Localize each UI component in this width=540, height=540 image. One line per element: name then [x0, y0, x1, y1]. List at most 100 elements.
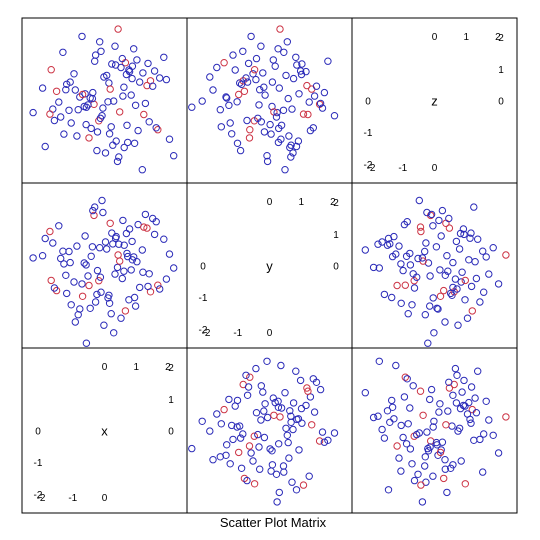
point-x-z-7	[105, 79, 113, 87]
point-x-y-95	[82, 261, 90, 269]
point-x-z-66	[91, 57, 99, 65]
point-y-x-31	[226, 460, 234, 468]
point-y-x-2	[298, 419, 306, 427]
point-y-z-46	[242, 74, 250, 82]
point-z-x-76	[403, 375, 411, 383]
point-x-z-1	[65, 106, 73, 115]
point-x-z-79	[66, 78, 74, 86]
point-y-z-81	[293, 61, 301, 69]
point-y-z-95	[266, 120, 274, 129]
point-z-x-69	[429, 423, 437, 431]
tick-top-x-4: 2	[165, 362, 171, 373]
point-y-x-55	[277, 404, 286, 412]
point-y-x-73	[206, 427, 214, 435]
point-z-x-12	[471, 394, 479, 402]
point-z-x-36	[418, 498, 427, 506]
point-y-z-85	[276, 25, 284, 33]
point-y-z-68	[275, 84, 283, 92]
point-y-z-62	[237, 80, 246, 89]
point-x-z-43	[130, 139, 139, 148]
point-y-z-14	[305, 98, 313, 106]
point-y-z-91	[304, 110, 312, 119]
point-x-y-40	[150, 230, 159, 239]
point-x-z-16	[165, 135, 174, 143]
point-z-x-34	[438, 438, 447, 446]
point-x-y-24	[107, 310, 115, 318]
point-z-x-16	[392, 361, 400, 370]
point-y-z-75	[252, 54, 261, 63]
point-z-y-15	[461, 296, 469, 304]
point-y-x-23	[247, 449, 255, 457]
point-z-x-91	[416, 387, 425, 395]
point-x-z-92	[62, 86, 70, 94]
point-z-x-84	[410, 476, 419, 485]
point-x-y-13	[95, 277, 103, 285]
point-z-y-58	[451, 275, 460, 283]
point-z-y-35	[449, 283, 457, 292]
point-z-x-21	[397, 467, 405, 475]
point-z-x-96	[467, 383, 476, 391]
point-y-z-35	[243, 78, 252, 86]
point-z-y-73	[454, 321, 462, 329]
point-z-x-87	[456, 404, 465, 413]
point-z-y-64	[434, 305, 442, 313]
point-z-y-18	[485, 270, 493, 278]
point-z-y-24	[404, 310, 412, 318]
point-z-x-80	[426, 395, 434, 404]
point-x-y-47	[87, 252, 95, 260]
point-y-z-49	[299, 110, 308, 118]
point-x-y-30	[103, 245, 111, 253]
point-z-x-24	[404, 420, 412, 428]
point-y-x-91	[304, 387, 312, 395]
point-y-z-78	[287, 141, 295, 149]
point-z-x-18	[485, 416, 493, 424]
point-x-z-77	[78, 90, 87, 99]
tick-bottom-y-2: 0	[267, 328, 273, 339]
point-z-y-36	[418, 254, 427, 262]
variable-label-z: z	[431, 94, 438, 109]
point-x-y-62	[62, 289, 71, 298]
point-z-y-90	[480, 288, 488, 296]
point-x-y-60	[96, 244, 104, 252]
point-y-x-95	[266, 445, 274, 453]
point-x-z-67	[145, 118, 153, 126]
point-y-x-44	[308, 421, 316, 429]
point-z-x-59	[424, 444, 432, 453]
point-z-x-33	[369, 413, 378, 422]
panel-frame-2-1	[186, 347, 353, 514]
point-y-x-43	[233, 396, 242, 405]
point-z-y-28	[445, 224, 454, 232]
point-x-z-39	[110, 97, 118, 105]
point-y-x-70	[302, 401, 310, 410]
point-y-z-74	[272, 113, 281, 121]
point-z-y-48	[463, 314, 472, 322]
point-y-z-28	[303, 81, 311, 90]
point-y-x-33	[263, 413, 272, 422]
point-x-y-94	[128, 237, 136, 246]
point-x-z-40	[150, 67, 159, 75]
point-y-x-32	[292, 367, 300, 375]
point-y-z-33	[263, 157, 272, 166]
point-y-z-30	[282, 71, 290, 80]
point-x-z-75	[118, 54, 127, 63]
point-y-x-98	[250, 480, 259, 488]
point-x-y-11	[71, 318, 80, 326]
tick-left-z-1: -1	[364, 128, 373, 139]
point-x-z-58	[162, 75, 171, 84]
point-x-z-5	[130, 45, 138, 53]
point-y-x-48	[213, 410, 221, 418]
point-x-y-85	[114, 251, 122, 259]
point-y-z-4	[223, 94, 231, 102]
point-z-x-75	[472, 409, 481, 417]
point-x-z-9	[139, 69, 147, 77]
point-x-y-87	[122, 229, 131, 238]
point-z-x-32	[474, 367, 482, 375]
point-y-x-52	[249, 457, 257, 465]
variable-label-y: y	[266, 259, 273, 274]
point-z-x-10	[374, 412, 382, 420]
point-y-z-97	[318, 104, 327, 112]
tick-bottom-y-0: -2	[202, 328, 211, 339]
point-x-y-12	[133, 258, 141, 266]
tick-left-x-2: 0	[35, 427, 41, 438]
